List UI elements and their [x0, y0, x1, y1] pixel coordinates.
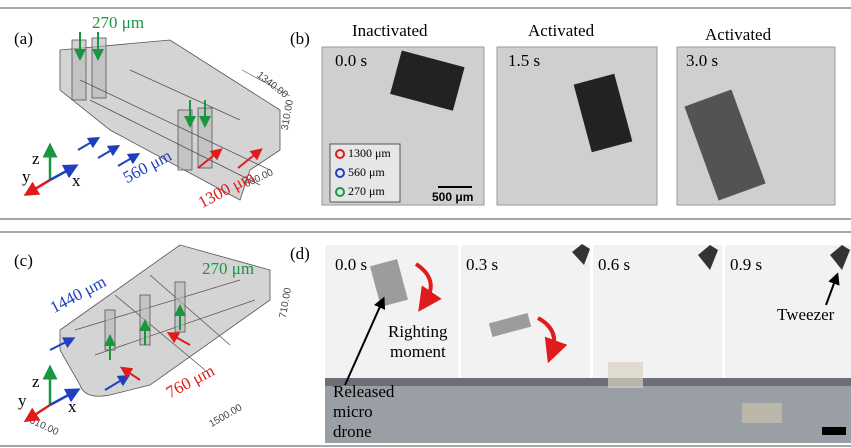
- drone-image: [608, 362, 643, 388]
- dimension: 710.00: [278, 287, 294, 319]
- panel-label: (d): [290, 244, 310, 263]
- arrows: [98, 148, 115, 158]
- axes-icon: [50, 168, 72, 180]
- panel-label: (b): [290, 29, 310, 48]
- micrographs: [497, 47, 657, 205]
- frame-time: 0.0 s: [335, 51, 367, 70]
- annotation: 270 μm: [92, 13, 144, 32]
- video-frames: [325, 378, 851, 386]
- annotation: drone: [333, 422, 372, 441]
- annotation: 560 μm: [120, 146, 175, 187]
- axes-icon: [30, 180, 50, 192]
- axis-label: z: [32, 149, 40, 168]
- frame-time: 3.0 s: [686, 51, 718, 70]
- frame-time: 0.9 s: [730, 255, 762, 274]
- dimension: 1340.00: [255, 70, 291, 101]
- frame-time: 0.0 s: [335, 255, 367, 274]
- axis-label: x: [72, 171, 81, 190]
- figure: (a) 1340.00 310.00 600.00 270 μm 560 μm …: [0, 0, 851, 448]
- frame-time: 0.6 s: [598, 255, 630, 274]
- legend-entry: 560 μm: [348, 165, 385, 179]
- axis-label: y: [22, 167, 31, 186]
- annotation: Righting: [388, 322, 448, 341]
- scale-bar: [822, 427, 846, 435]
- annotation: moment: [390, 342, 446, 361]
- legend-entry: 270 μm: [348, 184, 385, 198]
- panel-label: (c): [14, 251, 33, 270]
- scale-bar-label: 500 μm: [432, 190, 473, 204]
- frame-time: 0.3 s: [466, 255, 498, 274]
- dimension: 1500.00: [207, 402, 244, 430]
- drone-image: [742, 403, 782, 423]
- frame-state: Activated: [705, 25, 772, 44]
- dimension: 610.00: [28, 415, 61, 438]
- dimension: 310.00: [280, 99, 296, 131]
- annotation: 270 μm: [202, 259, 254, 278]
- axis-label: z: [32, 372, 40, 391]
- axes-icon: [30, 405, 50, 418]
- frame-state: Activated: [528, 21, 595, 40]
- annotation: Released: [333, 382, 395, 401]
- frame-time: 1.5 s: [508, 51, 540, 70]
- axis-label: y: [18, 391, 27, 410]
- legend-entry: 1300 μm: [348, 146, 391, 160]
- frame-state: Inactivated: [352, 21, 428, 40]
- arrows: [78, 140, 95, 150]
- axis-label: x: [68, 397, 77, 416]
- annotation: Tweezer: [777, 305, 835, 324]
- panel-label: (a): [14, 29, 33, 48]
- annotation: micro: [333, 402, 373, 421]
